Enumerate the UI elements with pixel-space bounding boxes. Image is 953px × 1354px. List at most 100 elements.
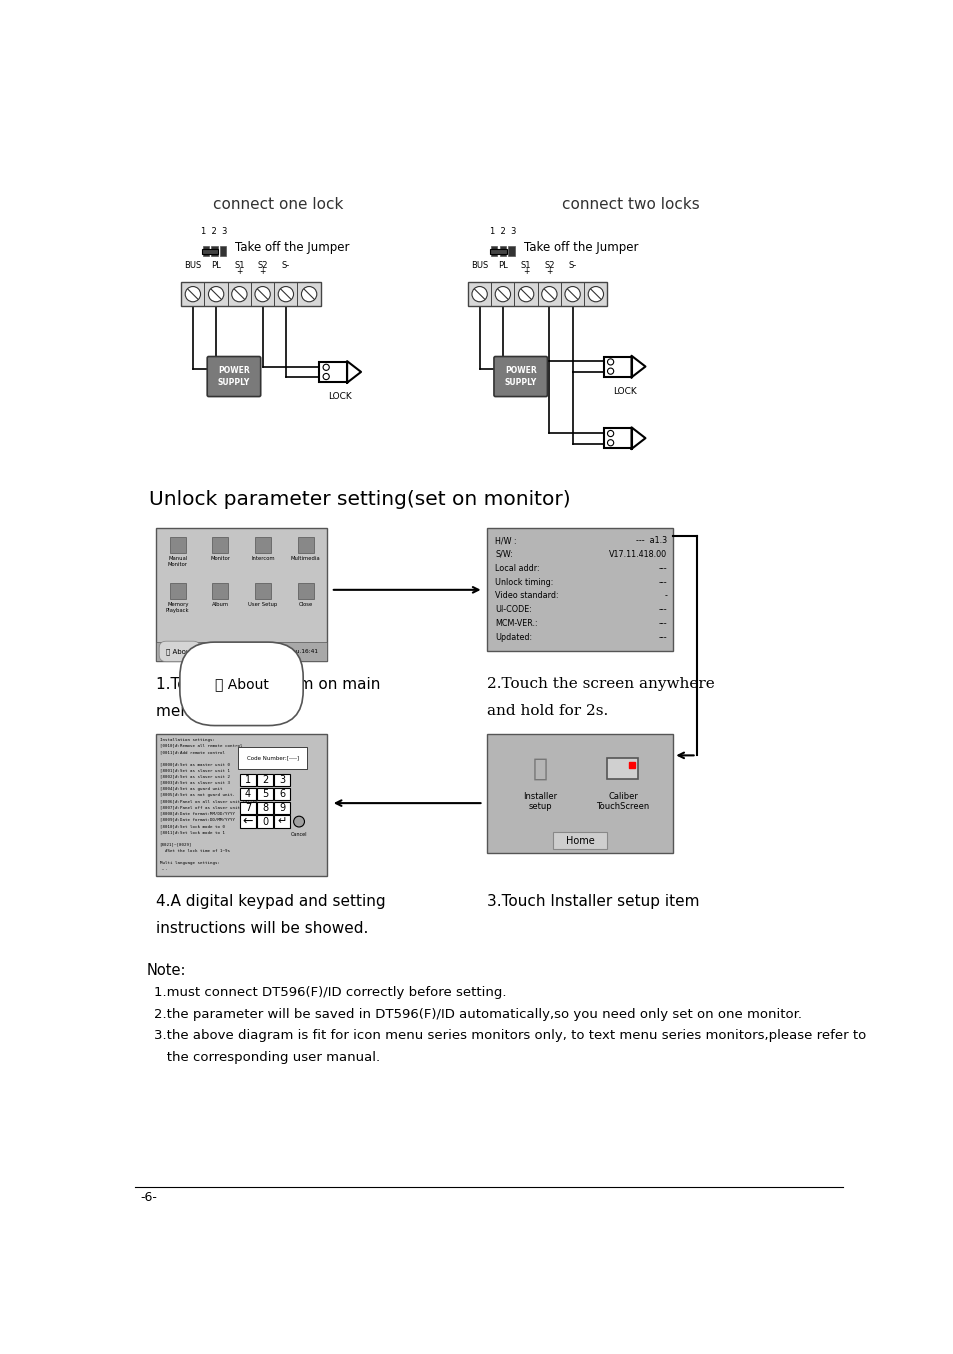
Circle shape bbox=[541, 287, 557, 302]
Bar bbox=[212, 246, 217, 256]
Text: 1.Touch: 1.Touch bbox=[156, 677, 219, 692]
Bar bbox=[607, 758, 638, 780]
Text: +: + bbox=[546, 268, 552, 276]
Text: UI-CODE:: UI-CODE: bbox=[495, 605, 532, 615]
Text: 2.the parameter will be saved in DT596(F)/ID automatically,so you need only set : 2.the parameter will be saved in DT596(F… bbox=[154, 1007, 801, 1021]
Bar bbox=[240, 788, 255, 800]
Text: 0: 0 bbox=[262, 816, 268, 826]
Text: [8007]#:Panel off as slaver unit called: [8007]#:Panel off as slaver unit called bbox=[159, 806, 256, 810]
Bar bbox=[487, 528, 673, 651]
Text: ---: --- bbox=[658, 578, 666, 586]
Circle shape bbox=[294, 816, 304, 827]
Text: BUS: BUS bbox=[471, 261, 488, 271]
Text: connect one lock: connect one lock bbox=[213, 198, 343, 213]
Text: menu page.: menu page. bbox=[156, 704, 248, 719]
Bar bbox=[220, 246, 226, 256]
Bar bbox=[156, 734, 327, 876]
Text: 09/30/2010  Thu.16:41: 09/30/2010 Thu.16:41 bbox=[251, 649, 317, 654]
Text: Caliber
TouchScreen: Caliber TouchScreen bbox=[596, 792, 649, 811]
Text: the corresponding user manual.: the corresponding user manual. bbox=[154, 1051, 380, 1064]
Text: [8003]#:Set as slaver unit 3: [8003]#:Set as slaver unit 3 bbox=[159, 781, 230, 785]
Text: 3: 3 bbox=[278, 774, 285, 785]
Text: [8008]#:Date format:MM/DD/YYYY: [8008]#:Date format:MM/DD/YYYY bbox=[159, 811, 234, 815]
Circle shape bbox=[607, 440, 613, 445]
Text: 5: 5 bbox=[261, 789, 268, 799]
Text: 7: 7 bbox=[245, 803, 251, 812]
Text: LOCK: LOCK bbox=[612, 386, 636, 395]
Circle shape bbox=[495, 287, 510, 302]
Text: S-: S- bbox=[568, 261, 577, 271]
Text: 8: 8 bbox=[262, 803, 268, 812]
Text: -: - bbox=[663, 592, 666, 600]
Text: Monitor: Monitor bbox=[211, 556, 230, 561]
Text: [8002]#:Set as slaver unit 2: [8002]#:Set as slaver unit 2 bbox=[159, 774, 230, 779]
Bar bbox=[156, 528, 327, 661]
Text: Multimedia: Multimedia bbox=[291, 556, 320, 561]
Text: MCM-VER.:: MCM-VER.: bbox=[495, 619, 537, 628]
Text: 1  2  3: 1 2 3 bbox=[201, 227, 228, 237]
Circle shape bbox=[209, 287, 224, 302]
Text: PL: PL bbox=[497, 261, 507, 271]
Circle shape bbox=[278, 287, 294, 302]
Text: User Setup: User Setup bbox=[248, 603, 277, 607]
Circle shape bbox=[254, 287, 270, 302]
Text: Home: Home bbox=[565, 835, 594, 846]
Text: 2.Touch the screen anywhere: 2.Touch the screen anywhere bbox=[487, 677, 715, 691]
Text: SUPPLY: SUPPLY bbox=[217, 378, 250, 387]
Text: S2: S2 bbox=[543, 261, 554, 271]
Bar bbox=[257, 788, 273, 800]
Text: 🔧: 🔧 bbox=[532, 757, 547, 780]
Text: Installer
setup: Installer setup bbox=[522, 792, 557, 811]
Text: Memory
Playback: Memory Playback bbox=[166, 603, 190, 613]
Text: ---: --- bbox=[658, 563, 666, 573]
Text: PL: PL bbox=[211, 261, 221, 271]
Text: S/W:: S/W: bbox=[495, 550, 513, 559]
Text: Installation settings:: Installation settings: bbox=[159, 738, 214, 742]
Bar bbox=[257, 774, 273, 787]
Circle shape bbox=[607, 368, 613, 374]
Bar bbox=[603, 356, 631, 376]
Text: Unlock timing:: Unlock timing: bbox=[495, 578, 553, 586]
Text: ⓘ About: ⓘ About bbox=[214, 677, 268, 691]
Text: and hold for 2s.: and hold for 2s. bbox=[487, 704, 608, 718]
Text: Unlock parameter setting(set on monitor): Unlock parameter setting(set on monitor) bbox=[149, 490, 570, 509]
Circle shape bbox=[323, 364, 329, 371]
Bar bbox=[202, 249, 218, 255]
Bar bbox=[240, 815, 255, 827]
Text: [8009]#:Date format:DD/MM/YYYY: [8009]#:Date format:DD/MM/YYYY bbox=[159, 818, 234, 822]
Bar bbox=[240, 774, 255, 787]
Text: [8005]#:Set as not guard unit.: [8005]#:Set as not guard unit. bbox=[159, 793, 234, 798]
Text: [8004]#:Set as guard unit: [8004]#:Set as guard unit bbox=[159, 787, 222, 791]
Bar bbox=[487, 734, 673, 853]
Text: ---: --- bbox=[658, 619, 666, 628]
Bar bbox=[274, 774, 290, 787]
Bar bbox=[491, 246, 497, 256]
Bar bbox=[181, 282, 320, 306]
Bar bbox=[257, 802, 273, 814]
Text: ...: ... bbox=[159, 867, 167, 871]
Text: S1: S1 bbox=[233, 261, 244, 271]
Text: item on main: item on main bbox=[274, 677, 380, 692]
Bar bbox=[499, 246, 505, 256]
Bar bbox=[468, 282, 607, 306]
Bar bbox=[490, 249, 506, 255]
Text: 1: 1 bbox=[245, 774, 251, 785]
Text: +: + bbox=[236, 268, 242, 276]
Bar bbox=[240, 802, 255, 814]
Text: [8006]#:Panel on all slaver unit called: [8006]#:Panel on all slaver unit called bbox=[159, 799, 256, 803]
Bar bbox=[553, 833, 607, 849]
Text: ---: --- bbox=[658, 634, 666, 642]
Text: -6-: -6- bbox=[140, 1192, 157, 1204]
Text: H/W :: H/W : bbox=[495, 536, 517, 546]
Bar bbox=[319, 362, 347, 382]
Bar bbox=[257, 815, 273, 827]
Text: Video standard:: Video standard: bbox=[495, 592, 558, 600]
Text: Updated:: Updated: bbox=[495, 634, 532, 642]
Text: [8010]#:Set lock mode to 0: [8010]#:Set lock mode to 0 bbox=[159, 825, 224, 827]
Polygon shape bbox=[631, 356, 645, 378]
Text: [8001]#:Set as slaver unit 1: [8001]#:Set as slaver unit 1 bbox=[159, 769, 230, 773]
Bar bbox=[603, 428, 631, 448]
Circle shape bbox=[607, 359, 613, 366]
Text: [8021]~[8029]: [8021]~[8029] bbox=[159, 842, 192, 846]
Text: SUPPLY: SUPPLY bbox=[504, 378, 537, 387]
